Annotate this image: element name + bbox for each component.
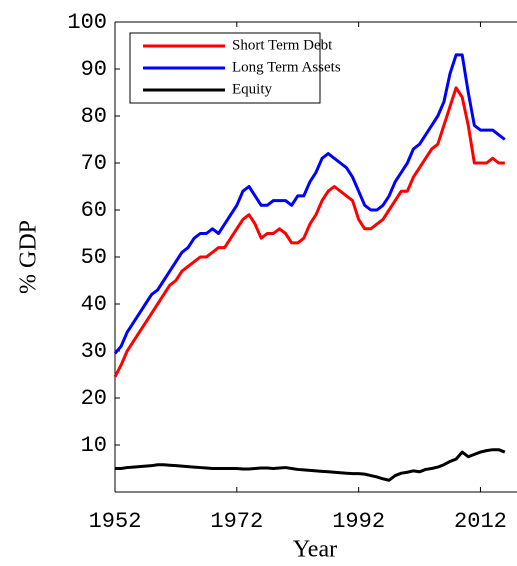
y-tick-label: 40 bbox=[81, 292, 107, 317]
y-axis-label: % GDP bbox=[16, 220, 42, 294]
x-axis-label: Year bbox=[293, 537, 337, 563]
series-line bbox=[113, 53, 506, 355]
y-tick-label: 80 bbox=[81, 104, 107, 129]
y-tick-label: 90 bbox=[81, 57, 107, 82]
legend-label: Equity bbox=[232, 81, 272, 97]
y-tick-label: 100 bbox=[67, 10, 107, 35]
x-tick-label: 2012 bbox=[454, 509, 507, 534]
y-tick-label: 30 bbox=[81, 339, 107, 364]
series-line bbox=[115, 448, 506, 482]
legend-label: Short Term Debt bbox=[232, 37, 333, 53]
y-tick-label: 50 bbox=[81, 245, 107, 270]
series-line bbox=[113, 86, 505, 378]
y-tick-label: 70 bbox=[81, 151, 107, 176]
x-tick-label: 1972 bbox=[210, 509, 263, 534]
x-tick-label: 1952 bbox=[89, 509, 142, 534]
legend-label: Long Term Assets bbox=[232, 59, 341, 75]
y-tick-label: 60 bbox=[81, 198, 107, 223]
y-tick-label: 10 bbox=[81, 433, 107, 458]
x-tick-label: 1992 bbox=[332, 509, 385, 534]
y-tick-label: 20 bbox=[81, 386, 107, 411]
